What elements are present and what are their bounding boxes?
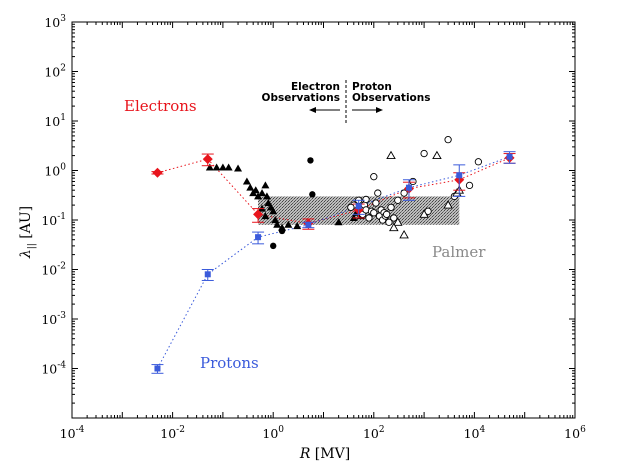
- open-circle-point: [362, 195, 370, 204]
- proton-point: [506, 153, 513, 160]
- open-triangle-point: [389, 222, 399, 232]
- open-circle-point: [444, 135, 452, 144]
- x-axis-label: R [MV]: [299, 446, 350, 462]
- filled-triangle-point: [234, 164, 243, 172]
- electron-obs-line2: Observations: [262, 92, 340, 104]
- electron-point: [202, 154, 213, 165]
- x-tick-label: 10-4: [60, 425, 85, 441]
- proton-point: [305, 221, 312, 228]
- filled-triangle-point: [269, 207, 278, 215]
- filled-circle-point: [278, 227, 286, 235]
- proton-point: [255, 234, 262, 241]
- proton-series-line: [157, 156, 510, 369]
- filled-triangle-point: [262, 192, 271, 200]
- y-tick-label: 103: [44, 14, 66, 30]
- proton-point: [154, 365, 161, 372]
- filled-triangle-point: [334, 218, 343, 226]
- y-tick-label: 10-1: [41, 212, 66, 228]
- open-triangle-point: [432, 150, 442, 160]
- protons-label: Protons: [200, 354, 259, 372]
- open-circle-point: [370, 209, 378, 217]
- filled-triangle-point: [212, 163, 221, 171]
- open-circle-point: [374, 189, 382, 197]
- palmer-label: Palmer: [432, 243, 486, 261]
- open-circle-point: [420, 149, 428, 158]
- y-tick-label: 10-3: [41, 311, 66, 327]
- open-circle-point: [370, 173, 378, 181]
- open-triangle-point: [419, 209, 429, 218]
- y-tick-label: 102: [44, 64, 66, 80]
- y-tick-label: 10-4: [41, 361, 66, 377]
- open-circle-point: [387, 203, 395, 212]
- open-triangle-point: [399, 229, 409, 239]
- open-circle-point: [474, 158, 483, 166]
- electrons-label: Electrons: [124, 97, 197, 115]
- x-tick-label: 10-2: [160, 425, 185, 441]
- filled-triangle-point: [261, 212, 270, 220]
- filled-triangle-point: [293, 222, 302, 230]
- open-circle-point: [372, 199, 380, 207]
- connector-lines-layer: [157, 156, 510, 369]
- electron-point: [152, 167, 163, 178]
- series-points-layer: [151, 151, 516, 374]
- open-circle-point: [394, 196, 402, 204]
- electron-obs-arrow: [309, 107, 340, 113]
- filled-triangle-point: [258, 189, 267, 197]
- x-tick-label: 100: [262, 425, 284, 441]
- filled-triangle-point: [246, 183, 255, 191]
- axis-ticks-layer: 10-4 10-2 100 102 104 106 10-4 10-3 10-2 10-1 100 1…: [41, 14, 586, 441]
- filled-triangle-point: [284, 220, 293, 228]
- y-tick-label: 10-2: [41, 262, 66, 278]
- open-triangle-point: [393, 217, 403, 226]
- proton-point: [204, 271, 211, 278]
- filled-circle-point: [309, 191, 316, 198]
- electron-obs-line1: Electron: [291, 81, 340, 93]
- y-tick-label: 100: [44, 163, 66, 179]
- y-tick-label: 101: [44, 113, 66, 129]
- open-circle-point: [385, 218, 393, 226]
- x-tick-label: 104: [464, 425, 486, 441]
- filled-triangle-point: [254, 192, 263, 200]
- filled-triangle-point: [264, 199, 273, 207]
- open-circle-point: [390, 214, 398, 222]
- filled-triangle-point: [224, 163, 233, 171]
- proton-point: [355, 203, 362, 210]
- open-circle-point: [465, 181, 474, 190]
- open-circle-point: [409, 177, 417, 186]
- filled-circle-point: [307, 157, 314, 164]
- open-circle-point: [382, 210, 391, 219]
- proton-point: [456, 172, 463, 179]
- proton-point: [405, 184, 412, 191]
- proton-obs-arrow: [352, 107, 383, 113]
- open-circle-point: [347, 203, 355, 212]
- open-circle-point: [400, 189, 408, 197]
- x-tick-label: 102: [363, 425, 385, 441]
- filled-triangle-point: [205, 163, 214, 171]
- electron-point: [253, 209, 264, 220]
- filled-circle-point: [270, 242, 277, 250]
- filled-triangle-point: [218, 163, 227, 171]
- filled-triangle-point: [242, 177, 251, 185]
- filled-triangle-point: [251, 186, 260, 194]
- open-triangle-point: [386, 150, 396, 160]
- filled-triangle-point: [261, 181, 270, 189]
- y-axis-label: λ|| [AU]: [18, 206, 37, 259]
- observation-points-layer: [205, 135, 483, 250]
- proton-obs-line1: Proton: [352, 81, 392, 93]
- filled-triangle-point: [273, 220, 282, 228]
- open-triangle-point: [443, 200, 453, 209]
- proton-obs-line2: Observations: [352, 92, 430, 104]
- x-tick-label: 106: [564, 425, 586, 441]
- open-circle-point: [365, 214, 373, 222]
